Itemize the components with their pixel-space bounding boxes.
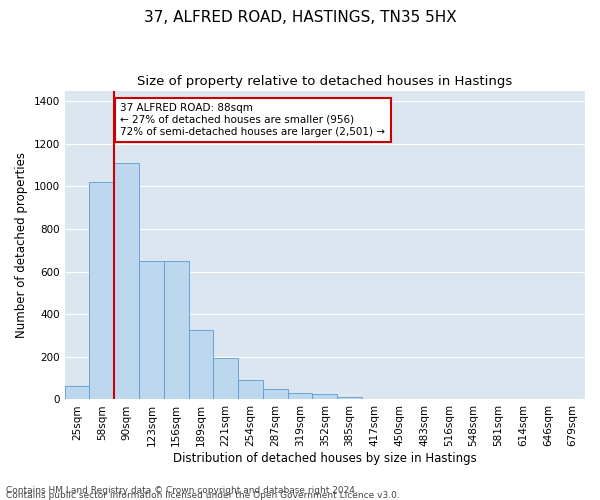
X-axis label: Distribution of detached houses by size in Hastings: Distribution of detached houses by size …	[173, 452, 477, 465]
Y-axis label: Number of detached properties: Number of detached properties	[15, 152, 28, 338]
Bar	[263, 389, 287, 400]
Bar	[238, 380, 263, 400]
Text: 37, ALFRED ROAD, HASTINGS, TN35 5HX: 37, ALFRED ROAD, HASTINGS, TN35 5HX	[143, 10, 457, 25]
Text: Contains public sector information licensed under the Open Government Licence v3: Contains public sector information licen…	[6, 491, 400, 500]
Bar	[313, 394, 337, 400]
Bar	[188, 330, 214, 400]
Bar	[65, 386, 89, 400]
Bar	[139, 262, 164, 400]
Bar	[214, 358, 238, 400]
Bar	[287, 394, 313, 400]
Bar	[337, 396, 362, 400]
Bar	[89, 182, 114, 400]
Text: 37 ALFRED ROAD: 88sqm
← 27% of detached houses are smaller (956)
72% of semi-det: 37 ALFRED ROAD: 88sqm ← 27% of detached …	[121, 104, 385, 136]
Bar	[164, 262, 188, 400]
Text: Contains HM Land Registry data © Crown copyright and database right 2024.: Contains HM Land Registry data © Crown c…	[6, 486, 358, 495]
Title: Size of property relative to detached houses in Hastings: Size of property relative to detached ho…	[137, 75, 512, 88]
Bar	[114, 163, 139, 400]
